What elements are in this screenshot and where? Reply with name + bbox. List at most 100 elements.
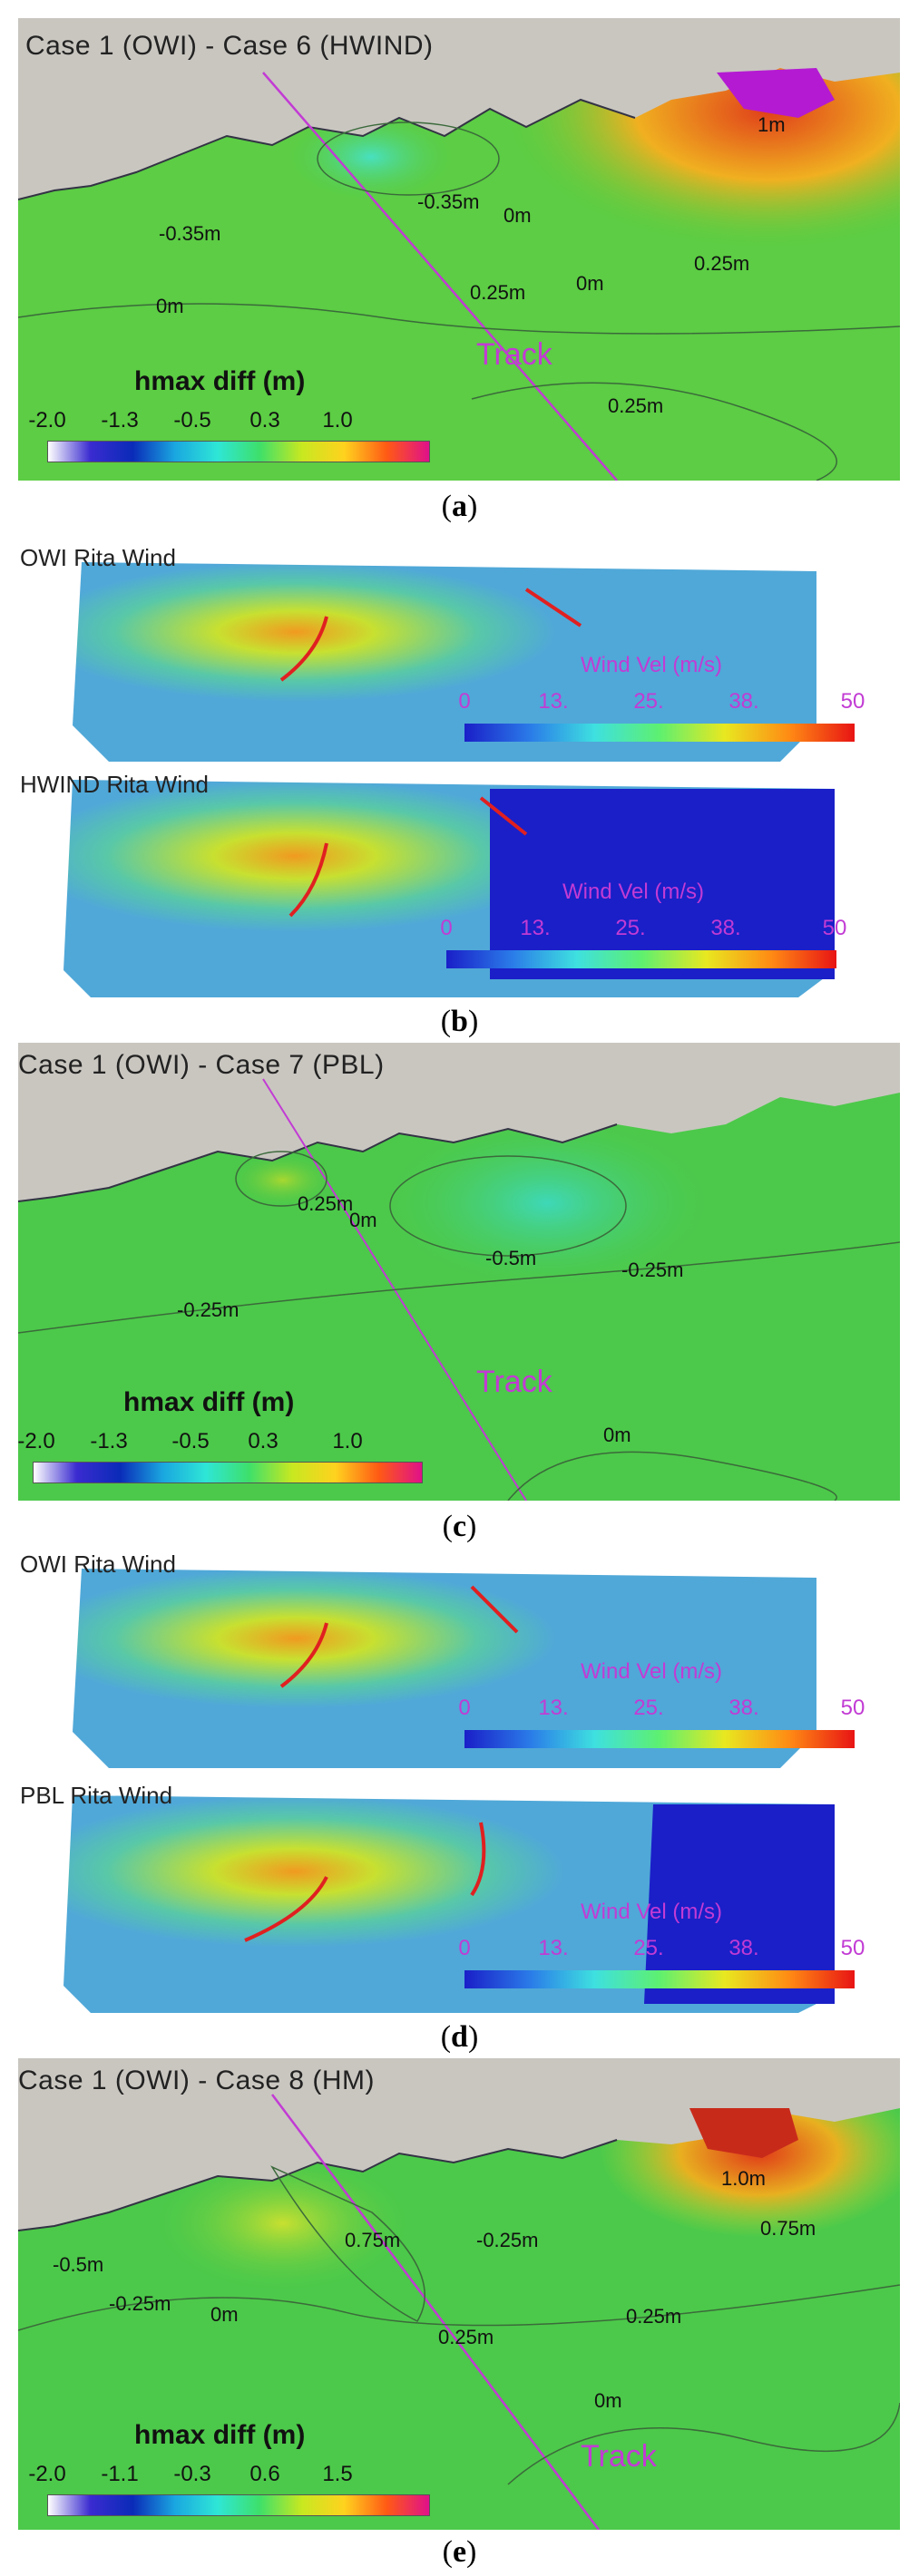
panel-a-title: Case 1 (OWI) - Case 6 (HWIND): [25, 31, 434, 61]
contour-label: 0.25m: [626, 2305, 682, 2328]
panel-d-wind-maps: OWI Rita Wind PBL Rita Wind Wind Vel (m/…: [18, 1550, 900, 2013]
wind-colorbar-top: Wind Vel (m/s) 0 13. 25. 38. 50: [445, 1659, 880, 1759]
arrow: [288, 842, 328, 918]
contour-label: 0.25m: [298, 1192, 354, 1215]
track-label: Track: [476, 1365, 552, 1399]
red-region: [689, 2108, 798, 2158]
panel-e-colorbar: hmax diff (m) -2.0 -1.1 -0.3 0.6 1.5: [18, 2416, 445, 2525]
colorbar-tick: -1.3: [101, 408, 139, 433]
purple-region: [717, 68, 835, 118]
panel-e-title: Case 1 (OWI) - Case 8 (HM): [18, 2066, 376, 2095]
colorbar-tick: -1.3: [90, 1429, 128, 1453]
contour-label: 1.0m: [721, 2167, 766, 2190]
hwind-no-data-region: [490, 789, 835, 979]
contour-label: -0.35m: [417, 190, 480, 213]
contour-label: 0m: [156, 295, 184, 317]
contour-label: -0.5m: [485, 1247, 537, 1269]
arrow: [279, 616, 328, 682]
arrow: [479, 796, 528, 836]
colorbar-tick: 13.: [538, 1936, 569, 1960]
colorbar-strip: [464, 1730, 855, 1748]
colorbar-tick: 0.6: [249, 2462, 280, 2486]
panel-e-map-graphic: [18, 2058, 900, 2530]
contour-label: 0.25m: [470, 281, 526, 304]
land-mass: [18, 1043, 900, 1201]
colorbar-title: hmax diff (m): [134, 366, 306, 396]
panel-c-map-graphic: [18, 1043, 900, 1501]
colorbar-tick: 0.3: [249, 408, 280, 433]
colorbar-tick: -0.5: [173, 408, 211, 433]
colorbar-strip: [464, 724, 855, 742]
contour-label: 1m: [758, 113, 786, 136]
panel-b-wind-maps: OWI Rita Wind HWIND Rita Wind Wind Vel (…: [18, 544, 900, 997]
colorbar-tick: 0.3: [248, 1429, 279, 1453]
owi-wind-field: [73, 562, 816, 762]
contour-label: 0.75m: [345, 2229, 401, 2251]
colorbar-strip: [47, 441, 430, 462]
colorbar-tick: -2.0: [28, 408, 66, 433]
contour-label: 0.25m: [438, 2326, 494, 2348]
colorbar-tick: -1.1: [101, 2462, 139, 2486]
colorbar-tick: 38.: [710, 916, 741, 940]
hurricane-track-line: [262, 72, 618, 481]
colorbar-strip: [446, 950, 836, 968]
colorbar-tick: 0: [458, 1936, 471, 1960]
colorbar-tick: 13.: [538, 689, 569, 714]
colorbar-tick: 50: [840, 689, 865, 714]
colorbar-strip: [33, 1462, 423, 1483]
colorbar-tick: 50: [822, 916, 847, 940]
contour-label: 0m: [349, 1209, 377, 1231]
pbl-wind-title: PBL Rita Wind: [20, 1782, 173, 1809]
colorbar-tick: -2.0: [18, 1429, 55, 1453]
land-mass: [18, 18, 900, 199]
contour-label: -0.25m: [476, 2229, 539, 2251]
wind-colorbar-top: Wind Vel (m/s) 0 13. 25. 38. 50: [445, 653, 880, 753]
contour-label: 0m: [576, 272, 604, 295]
colorbar-tick: 25.: [633, 1696, 664, 1720]
colorbar-title: Wind Vel (m/s): [581, 1900, 723, 1924]
arrow: [524, 588, 582, 627]
colorbar-tick: 50: [840, 1696, 865, 1720]
contour-label: 0.75m: [760, 2217, 816, 2240]
contour-label: 0.25m: [694, 252, 750, 275]
colorbar-tick: 38.: [728, 689, 759, 714]
colorbar-title: hmax diff (m): [123, 1387, 295, 1417]
colorbar-tick: 25.: [633, 689, 664, 714]
colorbar-tick: 13.: [538, 1696, 569, 1720]
contour-label: 0m: [210, 2303, 239, 2326]
caption-c: (c): [442, 1510, 477, 1543]
caption-letter: a: [452, 490, 467, 523]
colorbar-tick: 50: [840, 1936, 865, 1960]
colorbar-tick: -0.3: [173, 2462, 211, 2486]
colorbar-tick: 25.: [633, 1936, 664, 1960]
colorbar-tick: 1.5: [322, 2462, 353, 2486]
contour-label: -0.35m: [159, 222, 221, 245]
wind-colorbar-bottom: Wind Vel (m/s) 0 13. 25. 38. 50: [445, 1900, 880, 1999]
panel-a-map: Case 1 (OWI) - Case 6 (HWIND) -0.35m 0m …: [18, 18, 900, 481]
wind-colorbar-bottom: Wind Vel (m/s) 0 13. 25. 38. 50: [426, 880, 862, 979]
caption-b: (b): [440, 1005, 479, 1038]
colorbar-tick: 0: [458, 1696, 471, 1720]
colorbar-title: Wind Vel (m/s): [562, 880, 705, 904]
arrow: [470, 1822, 486, 1897]
panel-d-graphic: [18, 1550, 900, 2013]
arrow: [279, 1622, 328, 1688]
caption-e: (e): [442, 2535, 477, 2569]
caption-a: (a): [441, 490, 478, 523]
track-label: Track: [476, 337, 552, 372]
panel-e-map: Case 1 (OWI) - Case 8 (HM) 1.0m 0.75m -0…: [18, 2058, 900, 2530]
contour-label: -0.5m: [53, 2253, 104, 2276]
hwind-wind-title: HWIND Rita Wind: [20, 771, 210, 798]
colorbar-tick: 0: [458, 689, 471, 714]
contour-label: 0m: [503, 204, 532, 227]
colorbar-strip: [464, 1970, 855, 1988]
pbl-no-data-region: [644, 1804, 835, 2004]
colorbar-tick: 1.0: [322, 408, 353, 433]
contour-label: 0m: [603, 1424, 631, 1446]
caption-letter: c: [452, 1510, 467, 1543]
panel-a-map-graphic: [18, 18, 900, 481]
caption-letter: b: [451, 1005, 468, 1038]
contour-label: 0m: [594, 2389, 622, 2412]
colorbar-title: Wind Vel (m/s): [581, 1659, 723, 1684]
owi-wind-title: OWI Rita Wind: [20, 1550, 176, 1578]
